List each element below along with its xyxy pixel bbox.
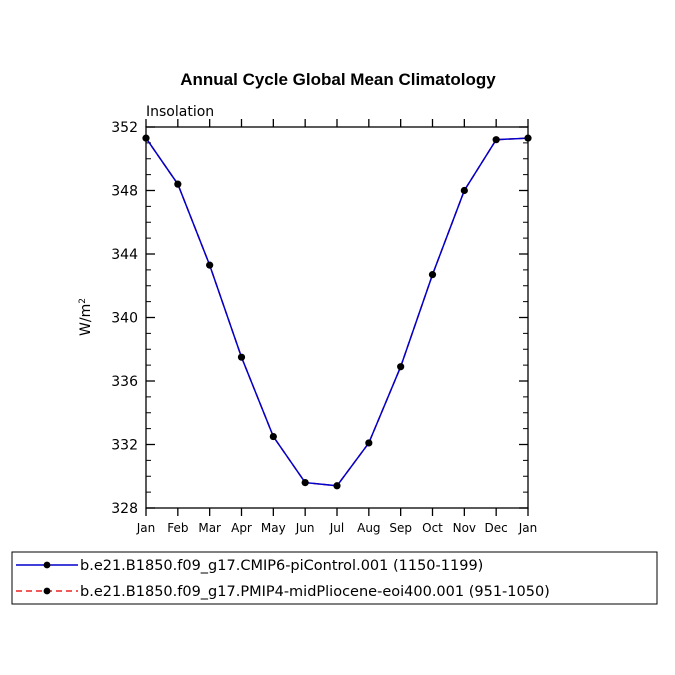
y-tick-label: 340 — [111, 311, 138, 327]
plot-area — [145, 126, 529, 509]
x-tick-label: Apr — [231, 521, 252, 535]
legend-marker-0 — [43, 561, 51, 569]
x-tick-label: Jan — [136, 521, 156, 535]
x-tick-label: May — [261, 521, 286, 535]
y-axis-label-text: W/m — [78, 304, 94, 336]
data-point-apr-3 — [237, 353, 246, 361]
data-point-jan-0 — [142, 134, 150, 142]
data-point-nov-10 — [460, 186, 468, 195]
x-tick-label: Jul — [329, 521, 344, 535]
y-tick-label: 328 — [111, 501, 138, 517]
legend-label-0: b.e21.B1850.f09_g17.CMIP6-piControl.001 … — [80, 558, 483, 574]
y-axis-label-superscript: 2 — [78, 298, 88, 304]
legend-label-1: b.e21.B1850.f09_g17.PMIP4-midPliocene-eo… — [80, 584, 550, 600]
chart-title: Annual Cycle Global Mean Climatology — [180, 70, 496, 89]
legend: b.e21.B1850.f09_g17.CMIP6-piControl.001 … — [11, 551, 658, 605]
x-tick-label: Oct — [422, 521, 443, 535]
legend-entry-0: b.e21.B1850.f09_g17.CMIP6-piControl.001 … — [16, 558, 483, 574]
data-point-jun-5 — [301, 479, 309, 487]
legend-entry-1: b.e21.B1850.f09_g17.PMIP4-midPliocene-eo… — [16, 584, 550, 600]
x-tick-label: Mar — [198, 521, 221, 535]
y-tick-label: 332 — [111, 438, 138, 454]
data-point-jul-6 — [333, 482, 341, 490]
x-tick-label: Jun — [295, 521, 315, 535]
legend-box — [11, 551, 658, 605]
data-point-aug-7 — [365, 439, 373, 447]
svg-text:W/m2: W/m2 — [78, 298, 94, 336]
chart-subtitle: Insolation — [146, 104, 214, 120]
data-point-dec-11 — [492, 136, 500, 144]
x-tick-label: Nov — [453, 521, 476, 535]
data-point-mar-2 — [206, 261, 214, 269]
y-tick-label: 336 — [111, 374, 138, 390]
y-tick-label: 352 — [111, 120, 138, 136]
y-tick-label: 348 — [111, 184, 138, 200]
x-tick-label: Sep — [389, 521, 412, 535]
data-point-feb-1 — [174, 180, 182, 188]
y-tick-label: 344 — [111, 247, 138, 263]
y-axis-label: W/m2 — [78, 298, 94, 336]
data-point-sep-8 — [397, 363, 405, 371]
legend-marker-1 — [43, 587, 51, 595]
data-point-jan-12 — [524, 134, 532, 142]
x-tick-label: Feb — [167, 521, 188, 535]
x-tick-label: Jan — [518, 521, 538, 535]
data-point-may-4 — [269, 432, 277, 441]
x-tick-label: Dec — [485, 521, 508, 535]
x-tick-label: Aug — [357, 521, 380, 535]
data-point-oct-9 — [428, 271, 437, 279]
